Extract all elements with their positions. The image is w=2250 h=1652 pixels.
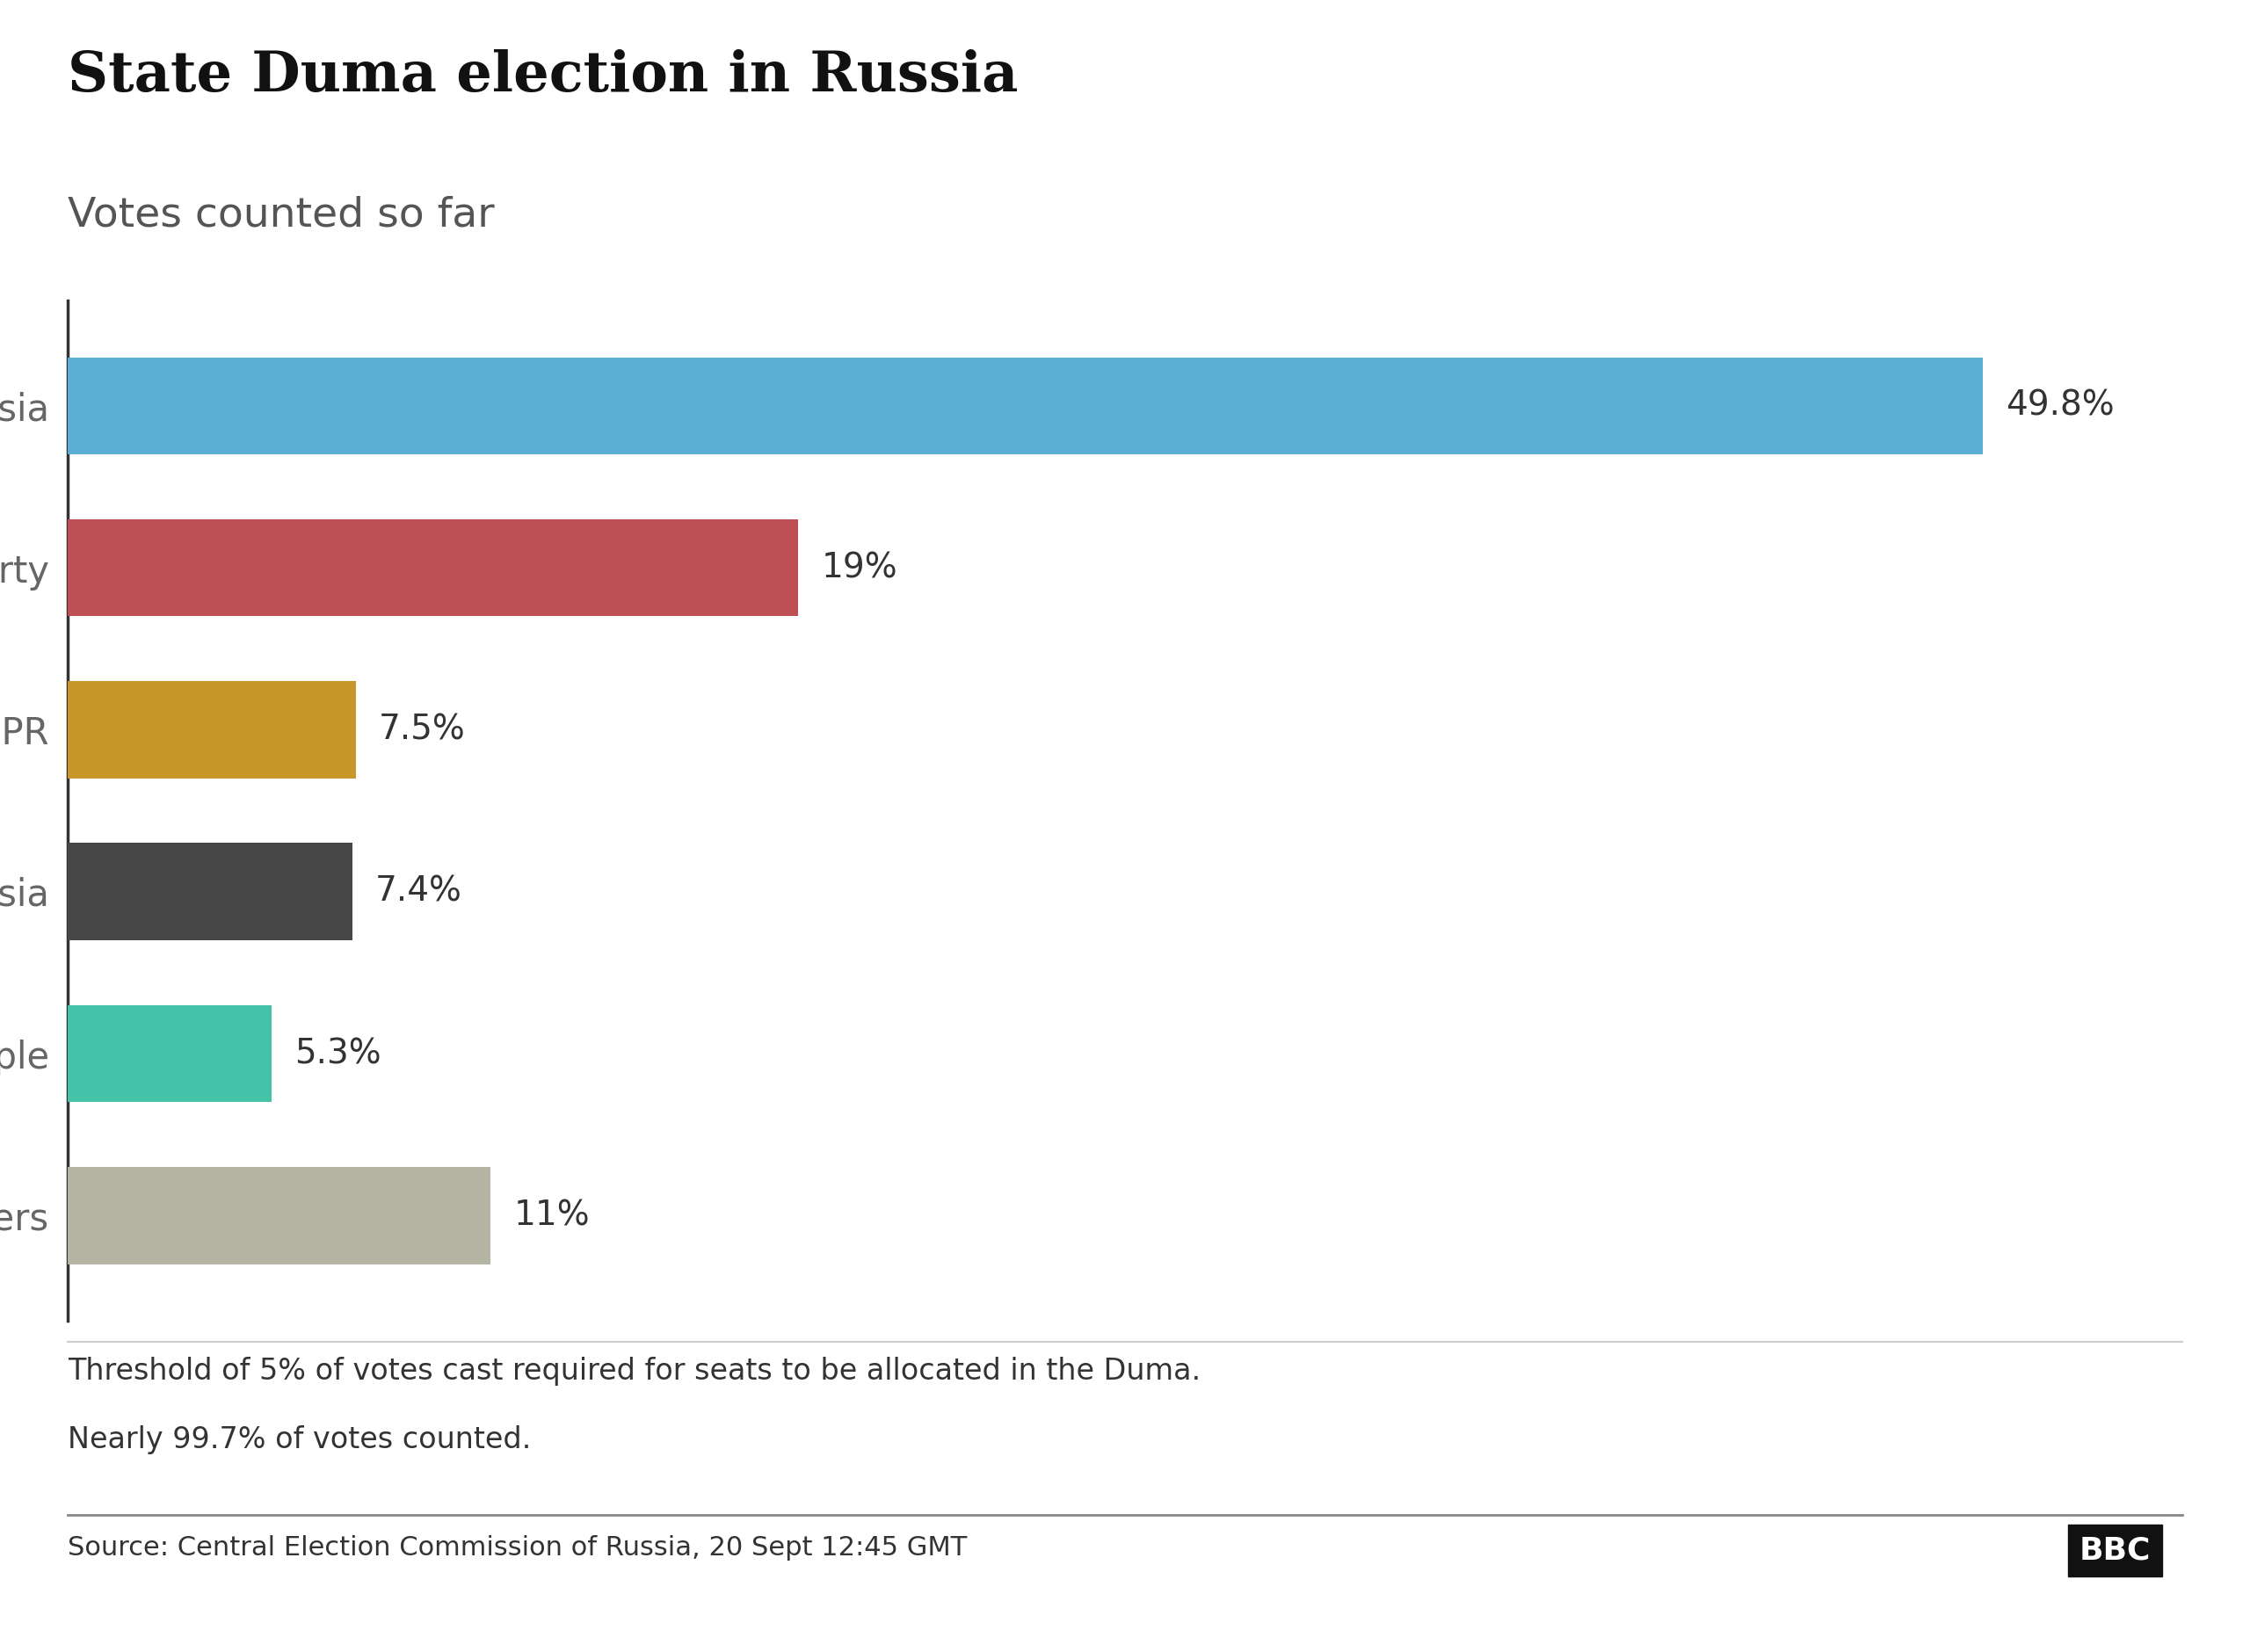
Bar <box>68 357 1982 454</box>
Bar <box>68 1166 490 1264</box>
Text: Threshold of 5% of votes cast required for seats to be allocated in the Duma.: Threshold of 5% of votes cast required f… <box>68 1356 1202 1386</box>
Text: 7.4%: 7.4% <box>376 876 461 909</box>
Text: 19%: 19% <box>821 552 898 585</box>
Text: Votes counted so far: Votes counted so far <box>68 195 495 235</box>
Bar <box>68 519 799 616</box>
Bar <box>68 1004 272 1102</box>
Text: 5.3%: 5.3% <box>295 1037 380 1070</box>
Bar <box>68 843 351 940</box>
Text: 7.5%: 7.5% <box>378 714 466 747</box>
Text: Nearly 99.7% of votes counted.: Nearly 99.7% of votes counted. <box>68 1426 531 1454</box>
Text: BBC: BBC <box>2079 1535 2151 1566</box>
Text: Source: Central Election Commission of Russia, 20 Sept 12:45 GMT: Source: Central Election Commission of R… <box>68 1535 968 1561</box>
Text: 49.8%: 49.8% <box>2005 390 2115 423</box>
Bar <box>68 681 356 778</box>
Text: State Duma election in Russia: State Duma election in Russia <box>68 50 1017 102</box>
Text: 11%: 11% <box>513 1199 590 1232</box>
